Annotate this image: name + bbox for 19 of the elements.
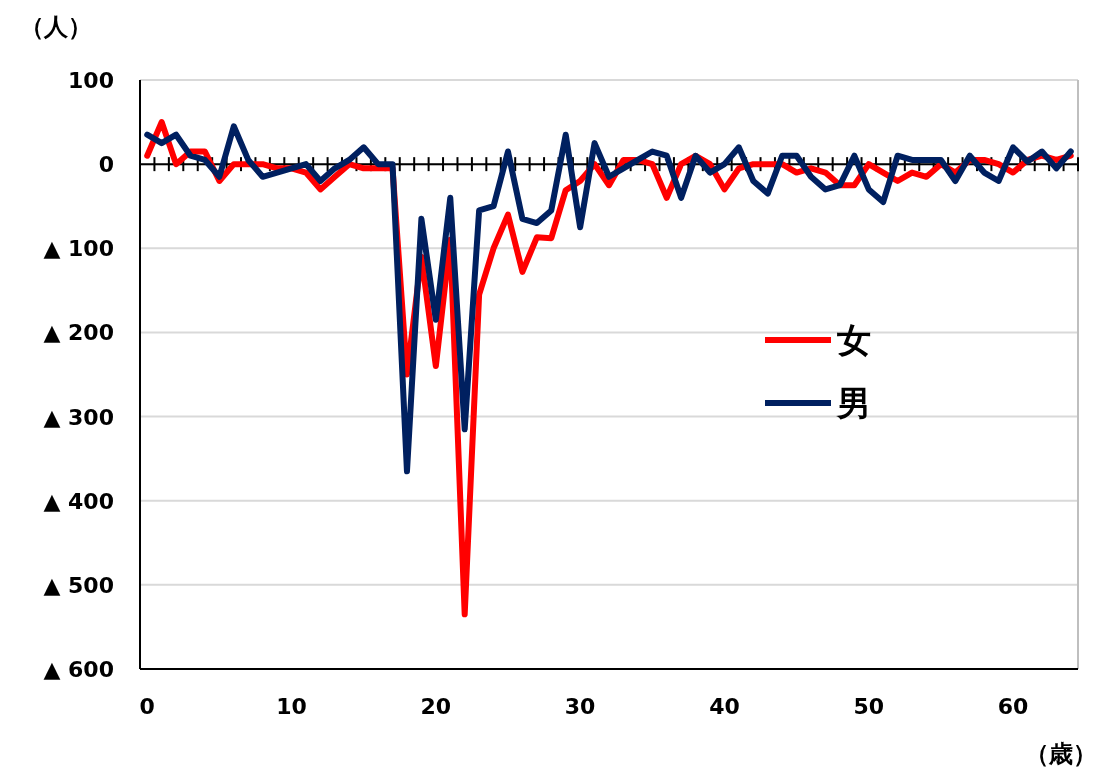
legend-label: 女	[836, 320, 871, 360]
y-axis-title: （人）	[20, 13, 92, 41]
x-tick-label: 0	[139, 694, 155, 719]
x-tick-label: 60	[997, 694, 1029, 719]
x-tick-label: 50	[853, 694, 885, 719]
y-tick-label: ▲ 100	[43, 236, 114, 262]
legend-label: 男	[836, 383, 871, 423]
y-tick-label: ▲ 300	[43, 404, 114, 430]
x-tick-label: 30	[564, 694, 596, 719]
x-tick-label: 40	[709, 694, 740, 719]
y-tick-label: 100	[68, 68, 114, 93]
y-tick-label: ▲ 200	[43, 320, 114, 346]
x-axis-title: （歳）	[1025, 740, 1097, 768]
y-tick-label: ▲ 400	[43, 488, 114, 514]
y-tick-label: ▲ 500	[43, 572, 114, 598]
y-tick-label: 0	[98, 152, 114, 178]
y-tick-label: ▲ 600	[43, 657, 114, 682]
x-tick-label: 10	[276, 694, 307, 719]
x-tick-label: 20	[420, 694, 452, 719]
